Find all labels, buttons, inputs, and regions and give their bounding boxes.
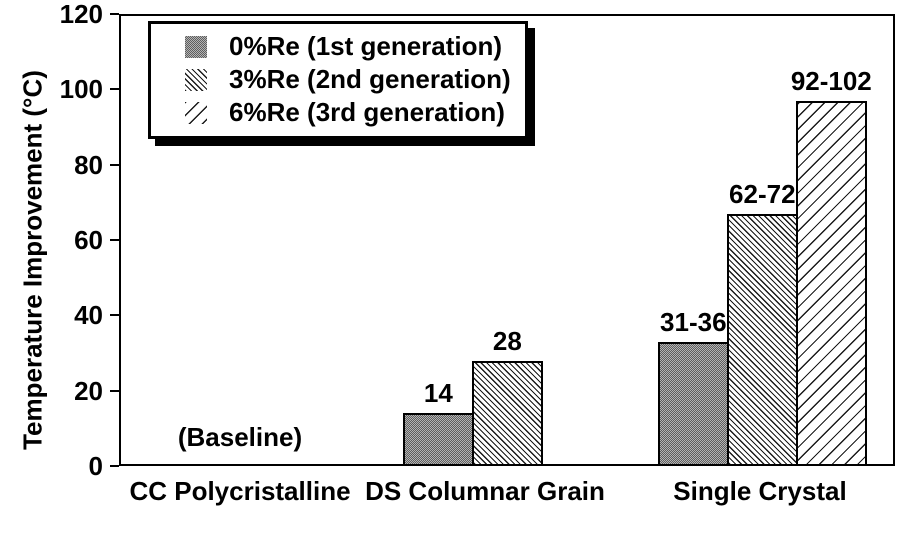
y-axis-tick	[110, 465, 119, 467]
y-axis-tick	[110, 88, 119, 91]
y-axis-tick	[110, 239, 119, 241]
bar-single-crystal-pat-checker	[657, 341, 729, 466]
y-axis-tick-label: 40	[74, 300, 103, 331]
category-label-ds-columnar-grain: DS Columnar Grain	[365, 476, 605, 506]
bar-value-label: 62-72	[729, 178, 796, 209]
bar-ds-columnar-grain-pat-checker	[402, 413, 474, 466]
y-axis-tick-label: 20	[74, 375, 103, 406]
legend: 0%Re (1st generation) 3%Re (2nd generati…	[148, 21, 528, 139]
bar-value-label: 92-102	[790, 65, 872, 96]
y-axis-tick	[110, 389, 119, 392]
legend-swatch-gray-checker	[185, 35, 207, 58]
y-axis-tick	[110, 163, 119, 166]
legend-swatch-dense-hatch	[185, 68, 207, 91]
y-axis-tick-label: 100	[59, 74, 103, 105]
bar-single-crystal-pat-sparse	[795, 100, 867, 466]
bar-value-label: 14	[423, 378, 453, 409]
legend-label-0re: 0%Re (1st generation)	[229, 31, 503, 61]
bar-value-label: 31-36	[660, 306, 727, 337]
legend-item-6re: 6%Re (3rd generation)	[151, 96, 525, 129]
y-axis-tick-label: 80	[74, 149, 103, 180]
y-axis-tick-label: 60	[74, 225, 103, 255]
bar-single-crystal-pat-dense	[726, 213, 798, 466]
y-axis-tick-label: 0	[88, 451, 103, 481]
y-axis-tick	[110, 314, 119, 317]
legend-item-0re: 0%Re (1st generation)	[151, 30, 525, 63]
category-label-single-crystal: Single Crystal	[673, 476, 847, 506]
legend-label-3re: 3%Re (2nd generation)	[229, 64, 511, 94]
legend-item-3re: 3%Re (2nd generation)	[151, 63, 525, 96]
legend-label-6re: 6%Re (3rd generation)	[229, 97, 505, 127]
category-label-cc-polycristalline: CC Polycristalline	[129, 476, 351, 506]
bar-ds-columnar-grain-pat-dense	[471, 360, 543, 466]
baseline-annotation: (Baseline)	[177, 422, 303, 452]
y-axis-tick	[110, 13, 119, 15]
legend-swatch-sparse-hatch	[185, 101, 207, 124]
bar-value-label: 28	[492, 325, 522, 356]
y-axis-tick-label: 120	[59, 0, 103, 29]
